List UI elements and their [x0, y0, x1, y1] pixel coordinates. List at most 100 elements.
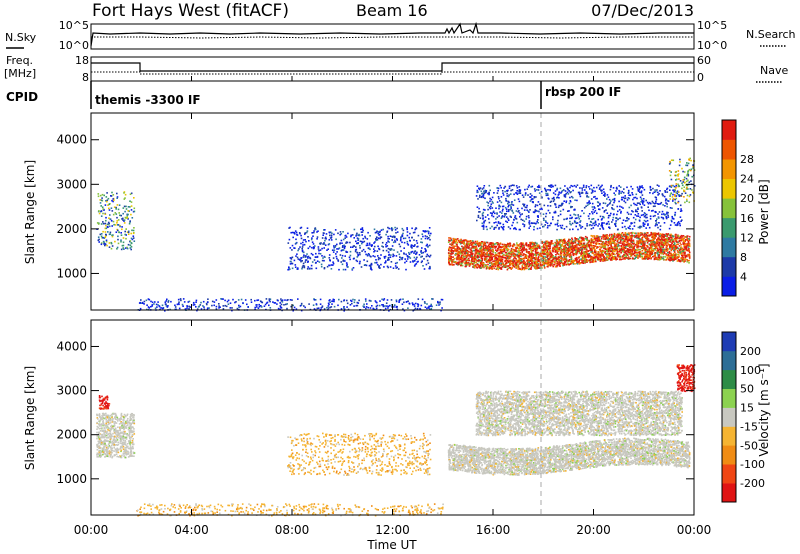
power-cell [483, 254, 485, 256]
power-cell [601, 255, 603, 257]
power-cell [541, 267, 543, 269]
power-cell [428, 227, 431, 229]
power-cell [297, 249, 299, 252]
power-cell [600, 246, 603, 249]
power-cell [109, 214, 111, 216]
power-cell [637, 232, 639, 234]
power-cell [669, 241, 672, 243]
power-cell [367, 254, 370, 256]
power-cell [518, 263, 521, 265]
power-cell [415, 263, 418, 265]
power-cell [464, 239, 467, 241]
power-cell [128, 210, 130, 212]
power-cell [114, 224, 117, 226]
power-cell [496, 242, 498, 244]
power-cell [619, 238, 622, 241]
power-cell [351, 246, 354, 248]
power-cell [661, 233, 664, 235]
power-cell [238, 306, 240, 309]
power-cell [544, 256, 547, 258]
power-cell [530, 256, 533, 258]
power-cell [392, 255, 394, 258]
power-cell [671, 245, 673, 247]
power-cell [574, 237, 576, 240]
power-cell [506, 249, 508, 251]
power-cell [339, 231, 342, 233]
power-cell [424, 235, 427, 237]
power-cell [297, 298, 299, 300]
power-cell [586, 236, 588, 239]
power-cell [454, 249, 456, 252]
power-cell [686, 235, 688, 238]
power-cell [485, 254, 488, 256]
power-cell [653, 234, 656, 237]
power-cell [487, 253, 490, 256]
power-cell [356, 256, 359, 258]
power-cell [391, 239, 393, 241]
power-cell [680, 260, 682, 262]
power-cell [667, 236, 670, 239]
power-cell [364, 264, 367, 266]
power-cell [461, 264, 464, 267]
power-cell [290, 258, 293, 260]
power-cell [623, 251, 626, 254]
power-cell [639, 238, 642, 240]
power-cell [522, 254, 524, 257]
power-cell [593, 241, 595, 243]
power-cell [313, 230, 315, 232]
power-cell [323, 243, 326, 245]
power-cell [415, 302, 417, 305]
power-cell [657, 237, 660, 239]
power-cell [627, 245, 630, 247]
power-cell [611, 252, 614, 255]
freq-left-bottom-tick: 8 [82, 71, 89, 84]
power-cell [548, 243, 550, 246]
power-cell [558, 243, 561, 246]
power-cell [127, 206, 130, 208]
power-cell [279, 308, 281, 311]
power-cell [364, 237, 367, 239]
power-cell [357, 242, 359, 245]
power-cell [513, 266, 516, 268]
power-cell [363, 240, 366, 243]
power-cell [591, 257, 594, 260]
power-cell [425, 255, 428, 258]
power-cell [625, 250, 628, 252]
power-cell [626, 248, 629, 250]
power-cell [572, 259, 574, 262]
power-cell [642, 236, 644, 238]
power-cell [688, 253, 690, 256]
power-cell [387, 256, 390, 259]
power-cell [102, 236, 104, 239]
power-cell [585, 256, 588, 258]
power-cell [650, 257, 652, 259]
power-cell [627, 232, 630, 235]
power-cell [640, 234, 642, 236]
power-cell [390, 227, 393, 229]
power-cell [483, 243, 486, 245]
power-cell [180, 299, 182, 302]
power-cell [361, 228, 363, 230]
power-cell [140, 302, 142, 304]
power-cell [646, 250, 649, 252]
power-cell [624, 256, 626, 259]
power-cell [328, 231, 331, 234]
power-cell [641, 232, 644, 235]
noise-right-top-tick: 10^5 [697, 19, 727, 32]
power-cell [374, 241, 376, 243]
power-cell [574, 258, 577, 261]
power-cell [378, 247, 380, 250]
power-cell [542, 260, 544, 263]
power-cell [521, 258, 523, 260]
power-cell [145, 299, 148, 302]
power-cell [301, 250, 304, 253]
power-cell [329, 306, 331, 309]
power-cell [132, 237, 135, 239]
power-cell [470, 244, 473, 246]
power-cell [513, 243, 515, 245]
power-cell [138, 302, 141, 304]
power-cell [257, 307, 260, 309]
power-cell [435, 304, 438, 306]
power-cell [396, 266, 398, 269]
power-cell [322, 257, 324, 259]
